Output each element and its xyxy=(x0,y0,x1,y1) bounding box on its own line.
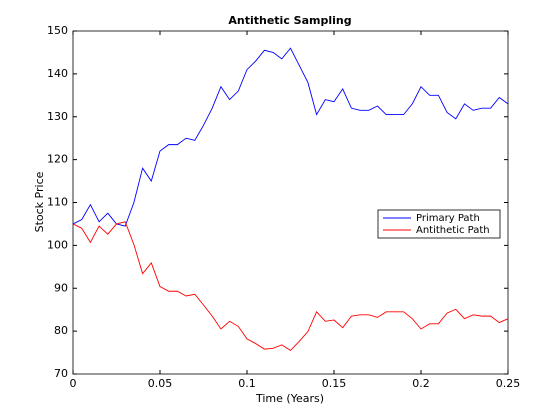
y-tick-label: 120 xyxy=(47,153,68,166)
x-tick-label: 0.15 xyxy=(322,377,347,390)
y-axis-label: Stock Price xyxy=(33,171,46,232)
y-tick-label: 70 xyxy=(54,367,68,380)
x-tick-label: 0.1 xyxy=(238,377,256,390)
x-tick-label: 0.2 xyxy=(412,377,430,390)
legend-label: Antithetic Path xyxy=(416,225,490,236)
y-tick-label: 110 xyxy=(47,196,68,209)
y-tick-label: 100 xyxy=(47,238,68,251)
x-tick-label: 0.25 xyxy=(496,377,521,390)
line-series xyxy=(72,47,509,227)
y-tick-label: 90 xyxy=(54,281,68,294)
line-series xyxy=(72,221,509,351)
y-tick-label: 140 xyxy=(47,67,68,80)
y-tick-label: 150 xyxy=(47,24,68,37)
plot-area xyxy=(72,30,509,375)
legend-label: Primary Path xyxy=(416,213,480,224)
x-tick-label: 0.05 xyxy=(148,377,173,390)
y-tick-label: 130 xyxy=(47,110,68,123)
legend xyxy=(377,209,501,239)
chart-title: Antithetic Sampling xyxy=(228,14,351,27)
y-tick-label: 80 xyxy=(54,324,68,337)
x-axis-label: Time (Years) xyxy=(255,392,324,405)
x-tick-label: 0 xyxy=(70,377,77,390)
